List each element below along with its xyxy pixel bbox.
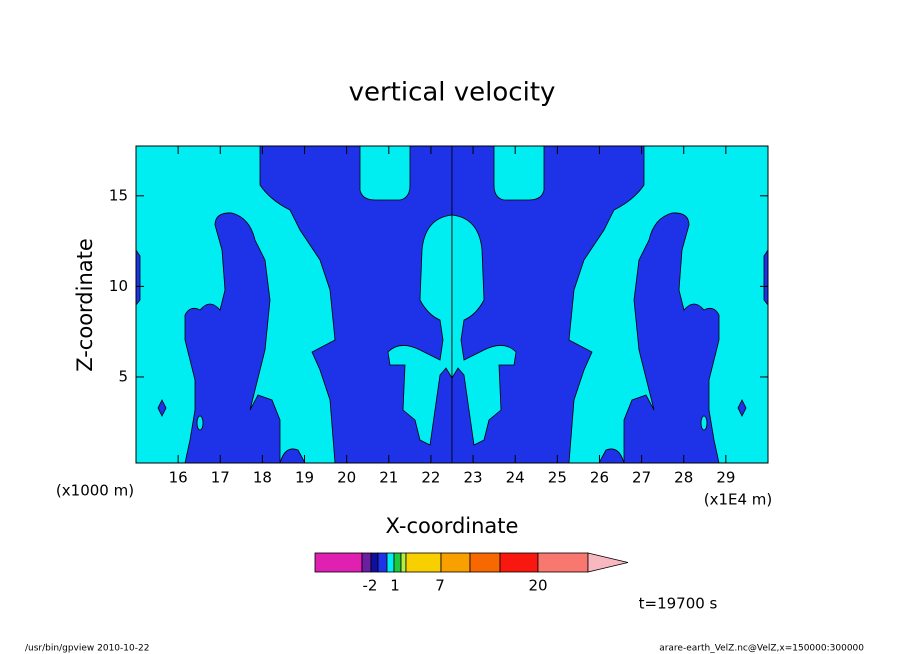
colorbar-swatch [537, 552, 589, 573]
x-tick-label: 16 [169, 469, 188, 487]
contour-region [136, 249, 141, 306]
colorbar-swatch [370, 552, 379, 573]
colorbar-swatch [469, 552, 501, 573]
x-unit-label: (x1E4 m) [704, 491, 773, 509]
contour-region [157, 399, 167, 417]
x-axis-label: X-coordinate [386, 514, 519, 538]
x-tick-label: 25 [548, 469, 567, 487]
colorbar [314, 552, 629, 573]
y-tick-label: 15 [109, 186, 128, 204]
y-tick-label: 10 [109, 277, 128, 295]
colorbar-swatch [393, 552, 402, 573]
colorbar-swatch [405, 552, 442, 573]
colorbar-tick-label: 7 [435, 577, 445, 595]
time-label: t=19700 s [639, 595, 718, 613]
colorbar-swatch [400, 552, 407, 573]
footer-left: /usr/bin/gpview 2010-10-22 [25, 644, 149, 654]
colorbar-tick-label: -2 [363, 577, 378, 595]
colorbar-swatch [386, 552, 395, 573]
x-tick-label: 19 [295, 469, 314, 487]
colorbar-swatch [361, 552, 372, 573]
footer-right: arare-earth_VelZ.nc@VelZ,x=150000:300000 [659, 644, 864, 654]
y-unit-label: (x1000 m) [56, 482, 134, 500]
x-tick-label: 27 [632, 469, 651, 487]
contour-region [196, 415, 204, 431]
x-tick-label: 23 [464, 469, 483, 487]
colorbar-swatch [314, 552, 363, 573]
colorbar-extend [587, 552, 629, 573]
x-tick-label: 26 [590, 469, 609, 487]
x-tick-label: 29 [716, 469, 735, 487]
colorbar-tick-label: 20 [528, 577, 547, 595]
colorbar-tick-label: 1 [390, 577, 400, 595]
x-tick-label: 21 [379, 469, 398, 487]
x-tick-label: 20 [337, 469, 356, 487]
chart-title: vertical velocity [349, 78, 556, 108]
colorbar-swatch [499, 552, 539, 573]
contour-region [359, 146, 411, 201]
contour-field [136, 146, 768, 463]
x-tick-label: 28 [674, 469, 693, 487]
x-tick-label: 17 [211, 469, 230, 487]
x-tick-label: 24 [506, 469, 525, 487]
colorbar-swatch [377, 552, 388, 573]
contour-half [136, 146, 453, 463]
x-tick-label: 18 [253, 469, 272, 487]
y-tick-label: 5 [118, 367, 128, 385]
colorbar-swatch [440, 552, 471, 573]
x-tick-label: 22 [421, 469, 440, 487]
contour-region [279, 448, 306, 463]
plot-frame [135, 145, 769, 464]
contour-region [184, 212, 281, 463]
contour-region [387, 214, 453, 446]
y-axis-label: Z-coordinate [73, 238, 97, 372]
